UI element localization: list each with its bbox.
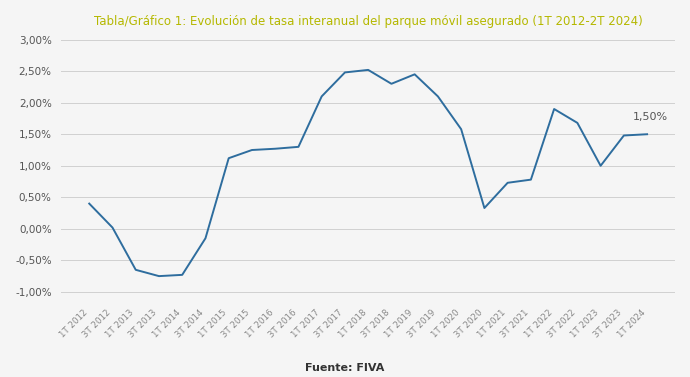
Text: Fuente: FIVA: Fuente: FIVA: [305, 363, 385, 373]
Title: Tabla/Gráfico 1: Evolución de tasa interanual del parque móvil asegurado (1T 201: Tabla/Gráfico 1: Evolución de tasa inter…: [94, 15, 642, 28]
Text: 1,50%: 1,50%: [633, 112, 669, 123]
